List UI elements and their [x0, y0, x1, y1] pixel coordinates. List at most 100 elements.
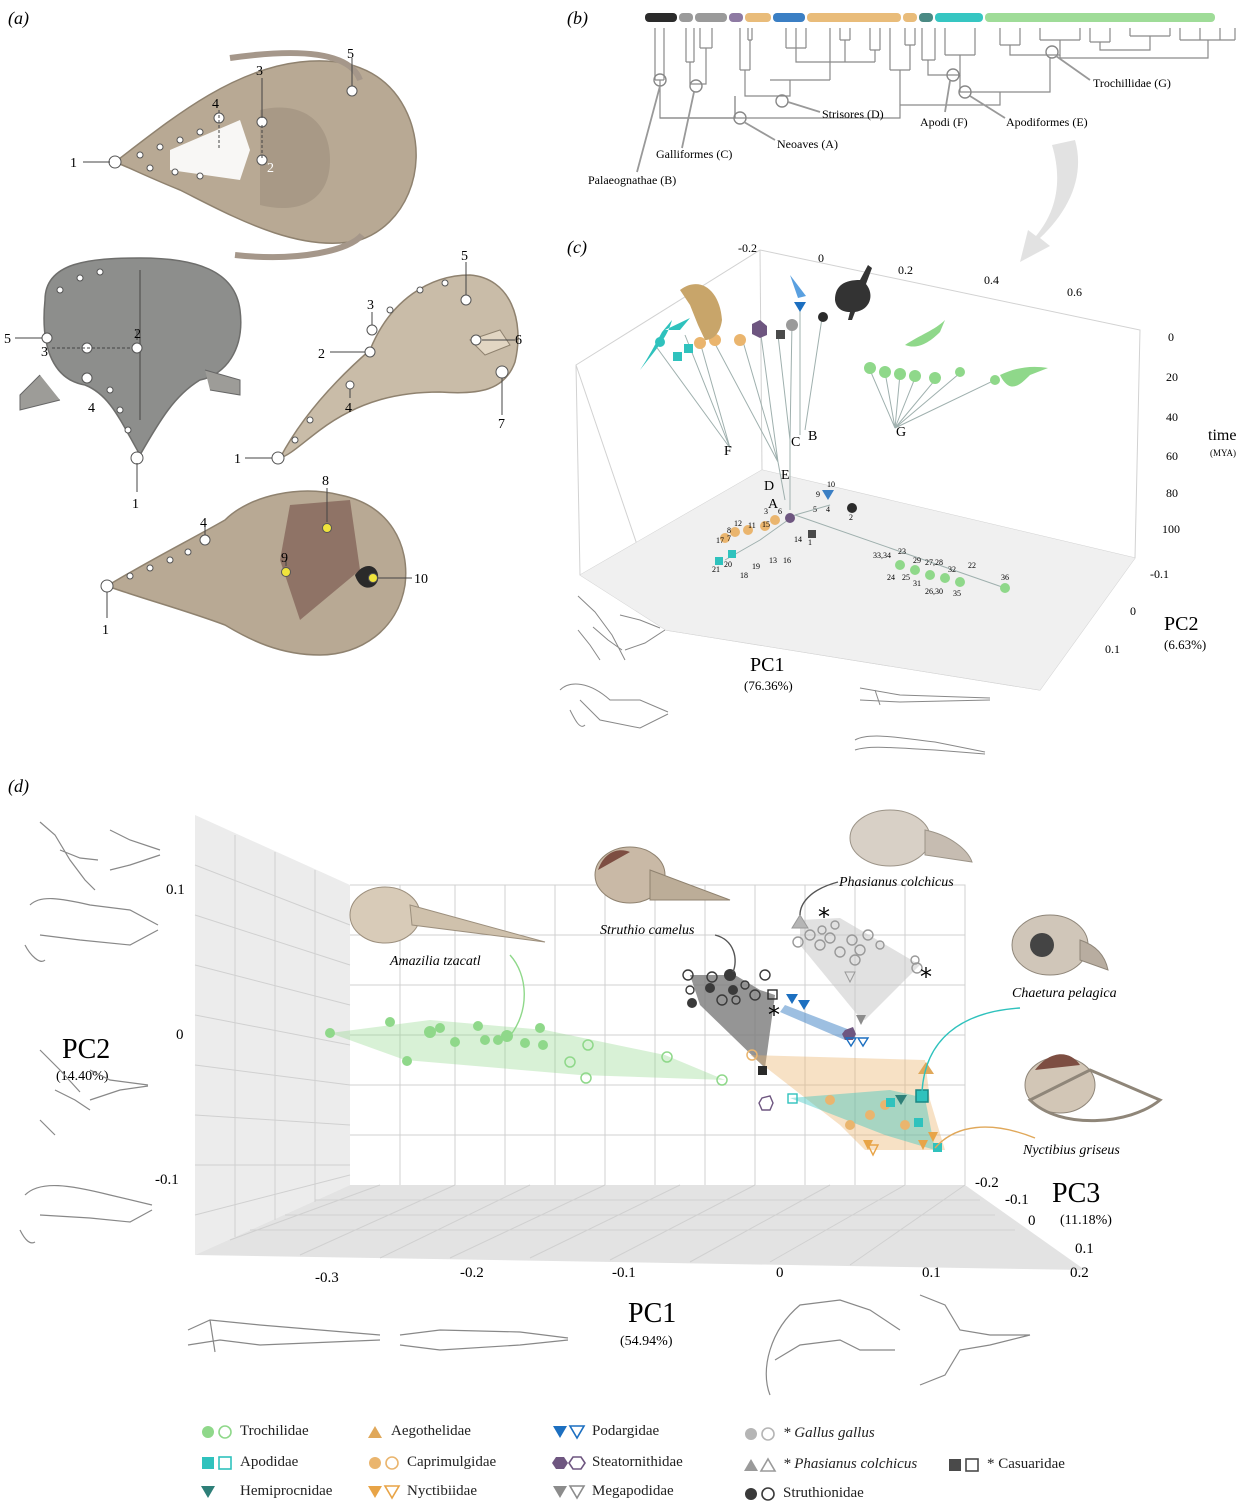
legend-item-phasianus: * Phasianus colchicus [743, 1456, 917, 1473]
svg-text:D: D [764, 479, 774, 494]
legend-label: Aegothelidae [391, 1423, 471, 1439]
tip-number: 4 [826, 505, 830, 514]
arrow-b-to-c [1020, 140, 1079, 262]
svg-text:-0.1: -0.1 [1150, 567, 1169, 581]
landmark-label: 3 [256, 64, 263, 79]
panel-c-pc1-pct: (76.36%) [744, 678, 793, 693]
tip-number: 35 [953, 589, 961, 598]
svg-text:-0.3: -0.3 [315, 1270, 339, 1286]
panel-d-pc2-pct: (14.40%) [56, 1069, 109, 1084]
legend-label: * Phasianus colchicus [783, 1456, 918, 1472]
landmark-label: 9 [281, 551, 288, 566]
tip-number: 1 [808, 538, 812, 547]
tip-number: 16 [783, 556, 791, 565]
landmark-label: 6 [515, 333, 522, 348]
svg-text:0: 0 [176, 1027, 184, 1043]
asterisks: * * * [768, 903, 932, 1029]
panel-c-letter: (c) [567, 237, 587, 258]
landmark-label: 5 [461, 249, 468, 264]
skull-image-nyctibius [1024, 1054, 1163, 1123]
tip-number: 10 [827, 480, 835, 489]
landmark-label: 10 [414, 572, 428, 587]
panel-c-pc2-pct: (6.63%) [1164, 637, 1206, 652]
landmark-label: 1 [102, 623, 109, 638]
legend-item-nyctibiidae: Nyctibiidae [367, 1483, 477, 1500]
panel-c-pc2-label: PC2 [1164, 613, 1198, 635]
clade-bars [645, 13, 1215, 22]
panel-b-letter: (b) [567, 8, 588, 29]
landmark-label: 5 [4, 332, 11, 347]
panel-c-pc2-ticks: -0.1 0 0.1 [1105, 567, 1169, 656]
tip-number: 14 [794, 535, 802, 544]
legend-label: Megapodidae [592, 1483, 674, 1499]
tip-number: 24 [887, 573, 895, 582]
tip-number: 12 [734, 519, 742, 528]
specimen-points [325, 914, 942, 1157]
legend-item-casuaridae: * Casuaridae [947, 1456, 1065, 1473]
tip-number: 29 [913, 556, 921, 565]
tip-number: 27,28 [925, 558, 943, 567]
species-labels: Amazilia tzacatl Struthio camelus Phasia… [389, 875, 1120, 1158]
svg-text:E: E [781, 468, 790, 483]
panel-c-top-ticks: -0.2 0 0.2 0.4 0.6 [738, 241, 1082, 299]
tip-number: 33,34 [873, 551, 891, 560]
legend-label: Nyctibiidae [407, 1483, 477, 1499]
tip-number: 20 [724, 560, 732, 569]
tip-number: 22 [968, 561, 976, 570]
skull-dorsal: 1 2 3 4 5 [70, 47, 417, 260]
clade-color-bar [645, 13, 677, 22]
tip-number: 3 [764, 507, 768, 516]
shape-wireframes-d [19, 821, 1031, 1396]
landmark-label: 7 [498, 417, 505, 432]
svg-text:*: * [818, 903, 830, 931]
legend-label: Apodidae [240, 1454, 299, 1470]
svg-text:0: 0 [1130, 604, 1136, 618]
svg-text:Nyctibius griseus: Nyctibius griseus [1022, 1143, 1120, 1158]
phylogeny-tree [654, 28, 1236, 119]
panel-d-pc2-label: PC2 [62, 1034, 110, 1065]
pc3-ticks-d: -0.2 -0.1 0 0.1 [975, 1175, 1094, 1257]
clade-label-strisores: Strisores (D) [822, 107, 884, 121]
landmark-label: 4 [88, 401, 95, 416]
svg-text:100: 100 [1162, 522, 1180, 536]
morphospace-3d-box [194, 815, 1085, 1270]
tip-number: 31 [913, 579, 921, 588]
skull-ventral: 1 4 8 9 10 [100, 474, 428, 656]
svg-text:Struthio camelus: Struthio camelus [600, 923, 695, 938]
panel-a-letter: (a) [8, 8, 29, 29]
svg-text:0.4: 0.4 [984, 273, 999, 287]
svg-text:-0.1: -0.1 [612, 1265, 636, 1281]
legend-item-aegothelidae: Aegothelidae [367, 1423, 471, 1440]
panel-c-pc1-label: PC1 [750, 654, 784, 676]
skull-image-chaetura [1011, 914, 1109, 976]
svg-text:-0.1: -0.1 [1005, 1192, 1029, 1208]
legend-label: Trochilidae [240, 1423, 309, 1439]
legend-label: * Casuaridae [987, 1456, 1065, 1472]
svg-text:60: 60 [1166, 449, 1178, 463]
skull-frontal: 5 3 2 4 1 [4, 257, 242, 512]
tip-number: 6 [778, 507, 782, 516]
landmark-label: 4 [345, 401, 352, 416]
legend: Trochilidae Apodidae Hemiprocnidae Aegot… [195, 1418, 1195, 1503]
svg-text:80: 80 [1166, 486, 1178, 500]
tip-number: 13 [769, 556, 777, 565]
svg-text:*: * [768, 1001, 780, 1029]
tip-number: 18 [740, 571, 748, 580]
skull-image-phasianus [849, 809, 973, 867]
landmark-label: 4 [200, 516, 207, 531]
tip-number: 11 [748, 521, 756, 530]
clade-color-bar [729, 13, 743, 22]
landmark-label: 5 [347, 47, 354, 62]
landmark-label: 3 [367, 298, 374, 313]
legend-item-megapodidae: Megapodidae [552, 1483, 674, 1500]
svg-text:0: 0 [818, 251, 824, 265]
legend-label: Struthionidae [783, 1485, 864, 1501]
pc2-ticks-d: 0.1 0 -0.1 [155, 882, 185, 1188]
node-labels: F C B E D A G [724, 425, 906, 512]
landmark-label: 2 [267, 161, 274, 176]
tip-number: 9 [816, 490, 820, 499]
legend-label: Hemiprocnidae [240, 1483, 333, 1499]
legend-item-trochilidae: Trochilidae [200, 1423, 309, 1440]
landmark-label: 8 [322, 474, 329, 489]
pc-plane [580, 470, 1135, 690]
